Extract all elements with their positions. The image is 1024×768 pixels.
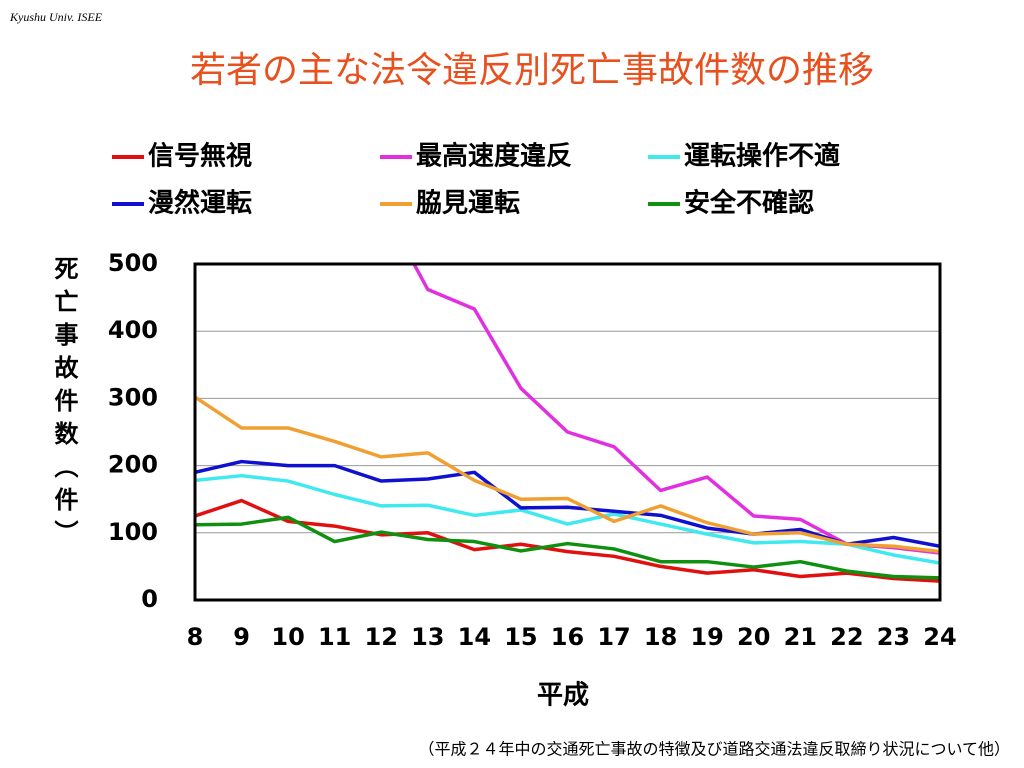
y-tick-label: 100	[108, 518, 158, 546]
series-line	[195, 473, 940, 565]
y-tick-label: 0	[141, 585, 158, 613]
x-tick-label: 15	[504, 623, 537, 651]
series-line	[195, 395, 940, 554]
plot-lines	[195, 264, 940, 583]
y-tick-label: 200	[108, 451, 158, 479]
x-tick-label: 24	[923, 623, 956, 651]
y-tick-label: 400	[108, 316, 158, 344]
series-line	[411, 264, 940, 555]
x-tick-label: 20	[737, 623, 770, 651]
x-tick-label: 11	[318, 623, 351, 651]
plot-border	[193, 262, 942, 602]
x-tick-label: 22	[830, 623, 863, 651]
x-tick-label: 13	[411, 623, 444, 651]
header: Kyushu Univ. ISEE	[9, 10, 103, 24]
x-tick-label: 19	[690, 623, 723, 651]
x-tick-label: 21	[784, 623, 817, 651]
y-axis-label: 死亡事故件数（件）	[50, 256, 78, 553]
y-tick-label: 500	[108, 249, 158, 277]
x-tick-label: 8	[187, 623, 204, 651]
series-line	[195, 459, 940, 548]
series-line	[195, 515, 940, 580]
x-tick-label: 14	[458, 623, 491, 651]
legend-label: 運転操作不適	[684, 141, 840, 172]
x-tick-label: 16	[551, 623, 584, 651]
legend-label: 漫然運転	[148, 188, 252, 219]
legend-label: 最高速度違反	[416, 141, 572, 172]
x-tick-label: 12	[365, 623, 398, 651]
x-tick-label: 23	[877, 623, 910, 651]
x-tick-label: 10	[271, 623, 304, 651]
legend-label: 信号無視	[148, 142, 252, 172]
x-tick-label: 18	[644, 623, 677, 651]
y-tick-label: 300	[108, 383, 158, 411]
legend-label: 安全不確認	[684, 188, 814, 219]
legend-label: 脇見運転	[416, 189, 520, 219]
x-tick-label: 17	[597, 623, 630, 651]
x-axis-label: 平成	[537, 681, 589, 711]
chart-title: 若者の主な法令違反別死亡事故件数の推移	[190, 50, 874, 91]
footnote: （平成２４年中の交通死亡事故の特徴及び道路交通法違反取締り状況について他）	[418, 740, 1010, 759]
series-line	[195, 498, 940, 583]
x-tick-label: 9	[233, 623, 250, 651]
